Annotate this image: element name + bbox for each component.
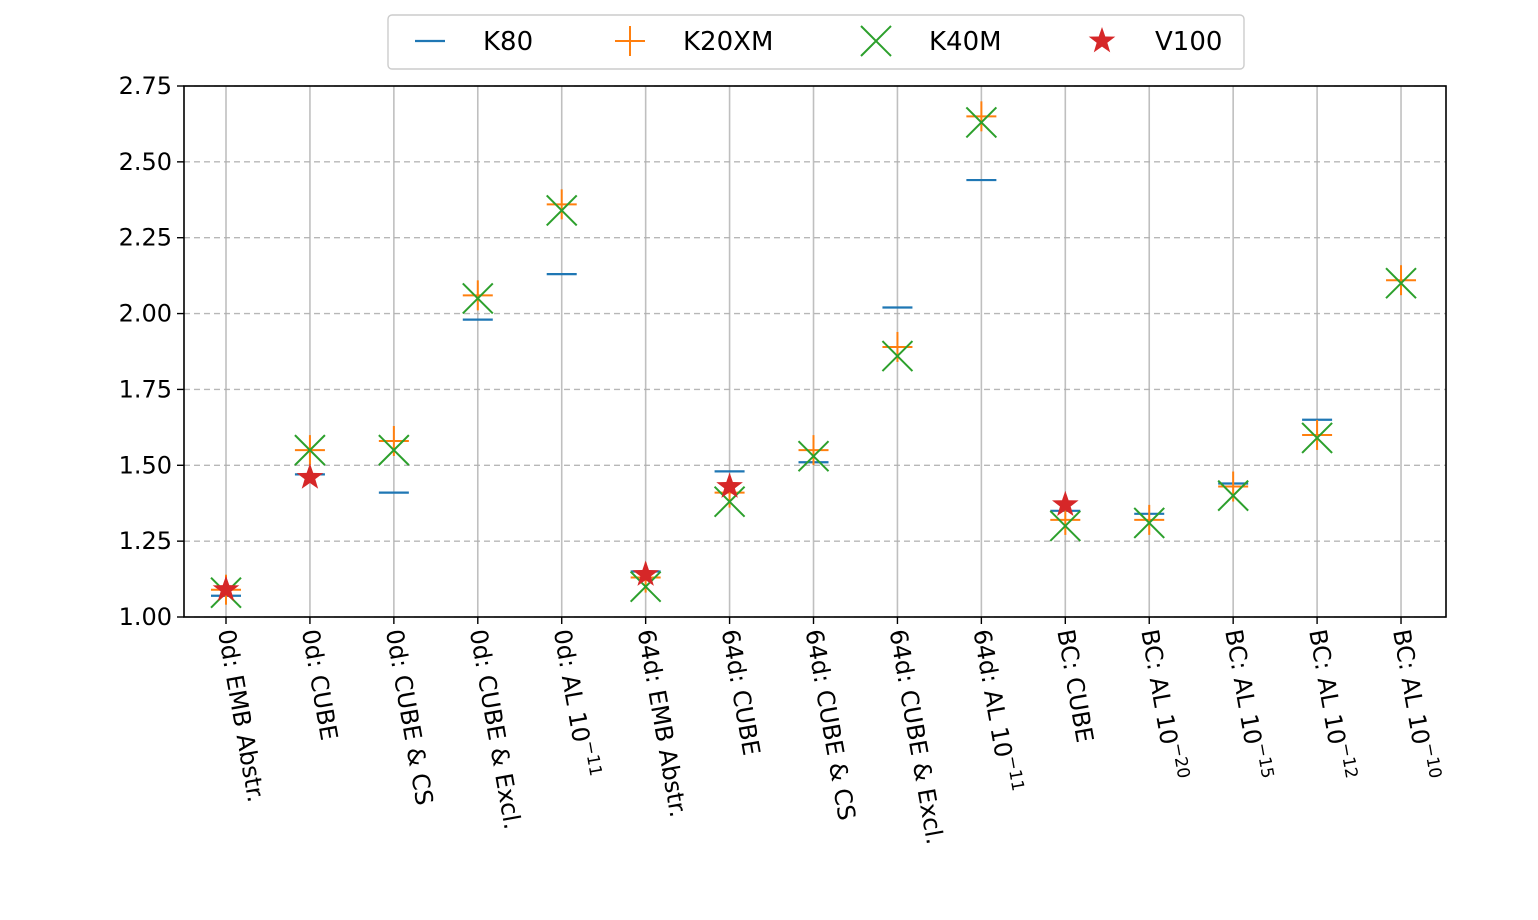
- point-k40m: [713, 485, 746, 518]
- point-k40m: [1385, 267, 1417, 299]
- point-k20xm: [462, 280, 493, 311]
- legend-label: K20XM: [683, 27, 773, 57]
- point-v100: [1051, 490, 1079, 517]
- point-k40m: [546, 194, 578, 227]
- point-k40m: [378, 434, 410, 466]
- y-tick-label: 1.50: [119, 451, 172, 479]
- x-stroke-2: [860, 25, 892, 57]
- y-tick-label: 2.50: [119, 148, 172, 176]
- point-v100: [632, 560, 659, 586]
- legend-marker-v100: [1088, 27, 1116, 53]
- point-v100: [212, 575, 240, 602]
- point-v100: [296, 463, 324, 489]
- x-stroke-2: [1217, 479, 1249, 512]
- point-k40m: [629, 570, 662, 603]
- x-stroke-2: [462, 282, 494, 315]
- y-tick-label: 2.75: [119, 72, 172, 100]
- point-k40m: [1217, 479, 1249, 512]
- point-k40m: [797, 440, 830, 472]
- point-k20xm: [1386, 265, 1417, 296]
- legend-marker-k40m: [860, 25, 892, 57]
- point-k20xm: [1302, 419, 1333, 450]
- x-stroke-2: [713, 485, 746, 518]
- point-k40m: [294, 434, 326, 466]
- x-stroke-2: [1385, 267, 1417, 299]
- x-stroke-2: [1049, 510, 1082, 542]
- legend-marker-k20xm: [615, 26, 645, 56]
- point-k40m: [1133, 507, 1165, 539]
- point-v100: [716, 472, 743, 498]
- y-tick-label: 2.00: [119, 300, 172, 328]
- point-k20xm: [966, 101, 997, 132]
- legend-label: K40M: [929, 27, 1002, 57]
- x-stroke-2: [546, 194, 578, 227]
- point-k20xm: [1134, 504, 1165, 535]
- y-tick-label: 2.25: [119, 224, 172, 252]
- x-stroke-2: [294, 434, 326, 466]
- x-stroke-2: [1133, 507, 1165, 539]
- legend: K80 K20XM K40M V100: [387, 14, 1245, 70]
- point-k40m: [462, 282, 494, 315]
- x-stroke-2: [629, 570, 662, 603]
- point-k40m: [965, 106, 998, 139]
- legend-label: K80: [483, 27, 533, 57]
- y-axis: 1.00 1.25 1.50 1.75 2.00 2.25 2.50 2.75: [119, 72, 184, 631]
- y-tick-label: 1.75: [119, 375, 172, 403]
- point-k20xm: [798, 435, 829, 466]
- legend-box: [387, 14, 1245, 70]
- plot-frame: [183, 85, 1447, 618]
- legend-label: V100: [1155, 27, 1222, 57]
- x-stroke-2: [378, 434, 410, 466]
- x-stroke-2: [881, 340, 914, 372]
- point-k20xm: [546, 189, 577, 220]
- point-k40m: [1301, 422, 1333, 454]
- data-marks: [210, 101, 1417, 609]
- point-k40m: [1049, 510, 1082, 542]
- y-tick-label: 1.25: [119, 527, 172, 555]
- point-k40m: [881, 340, 914, 372]
- x-stroke-2: [965, 106, 998, 139]
- x-stroke-2: [797, 440, 830, 472]
- y-tick-label: 1.00: [119, 603, 172, 631]
- x-stroke-2: [1301, 422, 1333, 454]
